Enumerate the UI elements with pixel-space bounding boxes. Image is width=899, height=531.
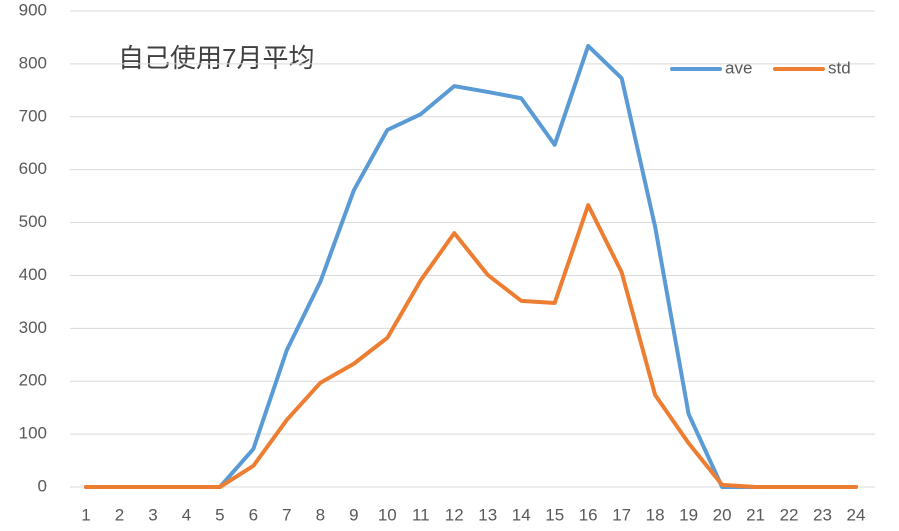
- legend-label: std: [828, 58, 851, 77]
- x-tick-label: 17: [612, 505, 631, 524]
- x-tick-label: 15: [545, 505, 564, 524]
- y-tick-label: 600: [19, 159, 47, 178]
- x-tick-label: 6: [249, 505, 258, 524]
- y-tick-label: 500: [19, 212, 47, 231]
- x-tick-label: 5: [215, 505, 224, 524]
- x-tick-label: 8: [316, 505, 325, 524]
- x-tick-label: 3: [148, 505, 157, 524]
- x-tick-label: 10: [378, 505, 397, 524]
- y-tick-label: 200: [19, 371, 47, 390]
- x-tick-label: 2: [115, 505, 124, 524]
- y-tick-label: 100: [19, 424, 47, 443]
- x-tick-label: 21: [746, 505, 765, 524]
- x-tick-label: 22: [780, 505, 799, 524]
- y-tick-label: 400: [19, 265, 47, 284]
- x-tick-label: 1: [81, 505, 90, 524]
- x-tick-label: 16: [579, 505, 598, 524]
- x-tick-label: 19: [679, 505, 698, 524]
- x-tick-label: 14: [512, 505, 531, 524]
- x-tick-label: 20: [713, 505, 732, 524]
- x-tick-label: 23: [813, 505, 832, 524]
- legend-label: ave: [725, 58, 752, 77]
- x-tick-label: 24: [847, 505, 866, 524]
- y-tick-label: 0: [38, 476, 47, 495]
- x-tick-label: 7: [282, 505, 291, 524]
- x-tick-label: 11: [412, 505, 430, 524]
- x-tick-label: 4: [182, 505, 191, 524]
- chart-title: 自己使用7月平均: [118, 43, 314, 73]
- y-tick-label: 700: [19, 106, 47, 125]
- y-tick-label: 300: [19, 318, 47, 337]
- series-line: [84, 43, 858, 489]
- series-line: [84, 203, 858, 489]
- x-tick-label: 9: [349, 505, 358, 524]
- x-tick-label: 13: [478, 505, 497, 524]
- x-tick-label: 12: [445, 505, 464, 524]
- y-tick-label: 900: [19, 0, 47, 19]
- x-tick-label: 18: [646, 505, 665, 524]
- y-tick-label: 800: [19, 53, 47, 72]
